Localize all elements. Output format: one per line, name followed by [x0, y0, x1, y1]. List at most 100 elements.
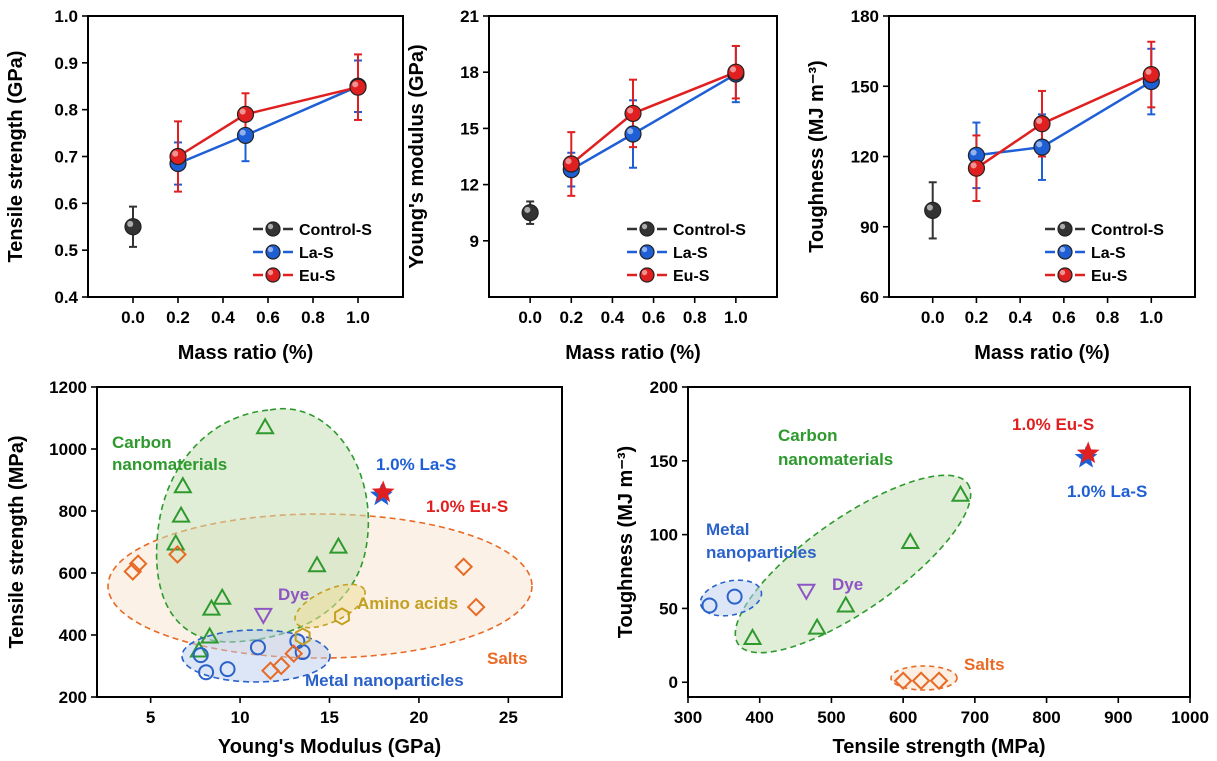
y-axis-label: Young's modulus (GPa) — [406, 44, 428, 268]
y-tick-label: 200 — [59, 688, 87, 707]
legend-marker-eu-s-highlight — [267, 269, 274, 276]
x-tick-label: 5 — [146, 708, 155, 727]
x-axis-label: Mass ratio (%) — [974, 342, 1110, 364]
data-point-control-s — [521, 204, 539, 222]
y-tick-label: 800 — [59, 502, 87, 521]
annotation-dye: Dye — [278, 585, 309, 604]
series-line-eu-s — [570, 71, 737, 165]
y-axis-label: Tensile strength (GPa) — [5, 51, 27, 263]
x-tick-label: 0.0 — [121, 308, 145, 327]
legend-marker-la-s-highlight — [1059, 246, 1066, 253]
x-tick-label: 0.6 — [256, 308, 280, 327]
legend-marker-control-s-highlight — [641, 223, 648, 230]
x-tick-label: 0.8 — [301, 308, 325, 327]
data-point-la-s-highlight — [627, 128, 634, 135]
data-point-eu-s — [236, 105, 255, 123]
chart-youngs-modulus-vs-mass-ratio: 0.0 0.2 0.4 0.6 0.8 1.0 9 12 15 18 21 Mass ratio (%… — [406, 7, 778, 364]
x-tick-label: 1.0 — [1139, 308, 1163, 327]
star-1-0-eu-s — [371, 480, 395, 503]
legend-label-la-s: La-S — [1091, 245, 1126, 262]
y-tick-label: 0 — [669, 673, 678, 692]
series-line-la-s — [570, 73, 737, 171]
data-point-eu-s-highlight — [1036, 117, 1043, 124]
data-point-eu-s-highlight — [172, 150, 179, 157]
data-point-eu-s-highlight — [352, 81, 359, 88]
data-point-eu-s — [349, 78, 367, 96]
x-tick-label: 0.6 — [1052, 308, 1076, 327]
data-point-eu-s-highlight — [970, 162, 977, 169]
region-amino-acids — [294, 583, 366, 629]
marker-metal-nanoparticles — [701, 597, 718, 614]
legend-marker-la-s — [265, 244, 281, 260]
plot-frame — [687, 386, 1191, 698]
x-tick-label: 0.0 — [518, 308, 542, 327]
y-tick-label: 100 — [650, 526, 678, 545]
annotation-1-0-eu-s: 1.0% Eu-S — [426, 497, 508, 516]
x-tick-label: 800 — [1032, 708, 1060, 727]
y-tick-label: 0.7 — [54, 148, 78, 167]
series-line-eu-s — [975, 73, 1152, 170]
x-tick-label: 0.4 — [211, 308, 235, 327]
y-tick-label: 90 — [860, 218, 879, 237]
x-axis-label: Mass ratio (%) — [178, 342, 314, 364]
legend-label-eu-s: Eu-S — [673, 268, 710, 285]
marker-carbon-nanomaterials — [307, 555, 327, 573]
annotation-dye: Dye — [832, 575, 863, 594]
marker-salts — [466, 597, 486, 617]
marker-salts — [454, 557, 474, 577]
annotation-1-0-la-s: 1.0% La-S — [1067, 482, 1147, 501]
x-tick-label: 1.0 — [346, 308, 370, 327]
y-tick-label: 60 — [860, 288, 879, 307]
marker-salts — [284, 644, 304, 664]
marker-carbon-nanomaterials — [742, 627, 763, 645]
chart-toughness-vs-mass-ratio: 0.0 0.2 0.4 0.6 0.8 1.0 60 90 120 150 180 Mass rati… — [806, 7, 1196, 364]
marker-dye — [796, 583, 817, 601]
legend-marker-control-s — [265, 221, 281, 237]
y-tick-label: 200 — [650, 378, 678, 397]
annotation-metal-nanoparticles: Metal nanoparticles — [305, 671, 464, 690]
marker-carbon-nanomaterials — [900, 531, 921, 549]
data-point-la-s-highlight — [1036, 141, 1043, 148]
x-tick-label: 0.2 — [965, 308, 989, 327]
x-tick-label: 900 — [1104, 708, 1132, 727]
legend-marker-la-s — [639, 244, 655, 260]
data-point-eu-s-highlight — [239, 108, 246, 115]
y-tick-label: 150 — [851, 77, 879, 96]
marker-carbon-nanomaterials — [807, 617, 827, 635]
series-line-la-s — [177, 85, 359, 165]
legend-marker-eu-s — [1057, 267, 1073, 283]
x-axis-label: Mass ratio (%) — [565, 342, 701, 364]
y-tick-label: 0.6 — [54, 194, 78, 213]
marker-amino-acids — [334, 607, 350, 626]
x-tick-label: 0.8 — [1096, 308, 1120, 327]
data-point-control-s-highlight — [926, 204, 933, 211]
annotation-1-0-eu-s: 1.0% Eu-S — [1012, 415, 1094, 434]
annotation-metal-nanoparticles-line2: nanoparticles — [706, 543, 817, 562]
marker-metal-nanoparticles — [198, 664, 215, 681]
data-point-eu-s — [1033, 115, 1051, 133]
chart-tensile-strength-vs-youngs-modulus: 5 10 15 20 25 200 400 600 800 1000 1200 Young's Mod… — [6, 378, 563, 758]
x-axis-label: Tensile strength (MPa) — [833, 736, 1046, 758]
y-tick-label: 0.4 — [54, 288, 78, 307]
x-axis-label: Young's Modulus (GPa) — [218, 736, 441, 758]
y-tick-label: 150 — [650, 452, 678, 471]
data-point-la-s — [236, 126, 255, 145]
marker-metal-nanoparticles — [249, 639, 266, 656]
x-tick-label: 0.4 — [601, 308, 625, 327]
marker-carbon-nanomaterials — [950, 484, 971, 502]
y-axis-label: Toughness (MJ m⁻³) — [806, 60, 828, 252]
y-tick-label: 0.5 — [54, 241, 78, 260]
x-tick-label: 0.0 — [921, 308, 945, 327]
y-tick-label: 180 — [851, 7, 879, 26]
data-point-eu-s — [562, 155, 580, 173]
legend-label-la-s: La-S — [673, 245, 708, 262]
x-tick-label: 0.2 — [559, 308, 583, 327]
series-line-la-s — [976, 80, 1152, 157]
data-point-eu-s-highlight — [1145, 68, 1152, 75]
legend-marker-control-s-highlight — [267, 223, 274, 230]
x-tick-label: 0.6 — [642, 308, 666, 327]
data-point-eu-s-highlight — [627, 107, 634, 114]
y-axis-label: Toughness (MJ m⁻³) — [615, 446, 637, 638]
legend-marker-eu-s — [265, 267, 281, 283]
